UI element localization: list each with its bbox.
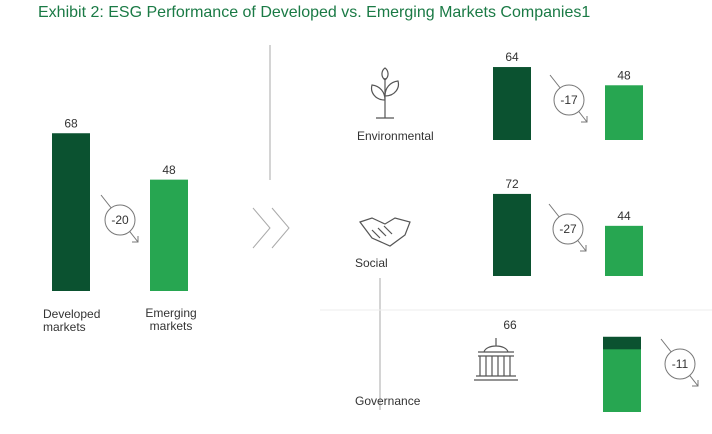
- decoration: [252, 45, 712, 410]
- bar: [605, 225, 643, 276]
- environment-icon: [370, 67, 400, 119]
- change-label: -11: [672, 357, 689, 371]
- category-label: Environmental: [357, 129, 434, 143]
- bar: [52, 133, 90, 291]
- arrow-head: [581, 116, 588, 123]
- bar: [493, 67, 531, 140]
- chart-title: Exhibit 2: ESG Performance of Developed …: [38, 4, 591, 21]
- social-icon: [359, 217, 411, 247]
- category-label: Governance: [355, 394, 421, 408]
- value-label: 66: [503, 318, 517, 332]
- value-label: 48: [617, 68, 631, 82]
- bar: [605, 85, 643, 140]
- value-label: 72: [505, 177, 519, 191]
- bar: [150, 179, 188, 291]
- change-label: -20: [111, 213, 129, 227]
- governance-icon: [474, 338, 518, 381]
- category-label: Developed markets: [43, 307, 101, 334]
- arrow-head: [132, 236, 139, 243]
- value-label: 64: [505, 50, 519, 64]
- change-label: -17: [560, 93, 578, 107]
- category-label: Social: [355, 256, 388, 270]
- value-label: 68: [64, 116, 78, 130]
- arrow-head: [692, 380, 699, 387]
- value-label: 48: [162, 163, 176, 177]
- change-circle: [552, 213, 584, 245]
- change-circle: [553, 84, 585, 116]
- bar: [493, 193, 531, 276]
- change-circle: [664, 348, 696, 380]
- arrow-head: [580, 245, 587, 252]
- change-circle: [104, 204, 136, 236]
- bar: [603, 349, 641, 412]
- category-label: Emerging markets: [145, 306, 197, 333]
- value-label: 44: [617, 209, 631, 223]
- change-label: -27: [559, 222, 577, 236]
